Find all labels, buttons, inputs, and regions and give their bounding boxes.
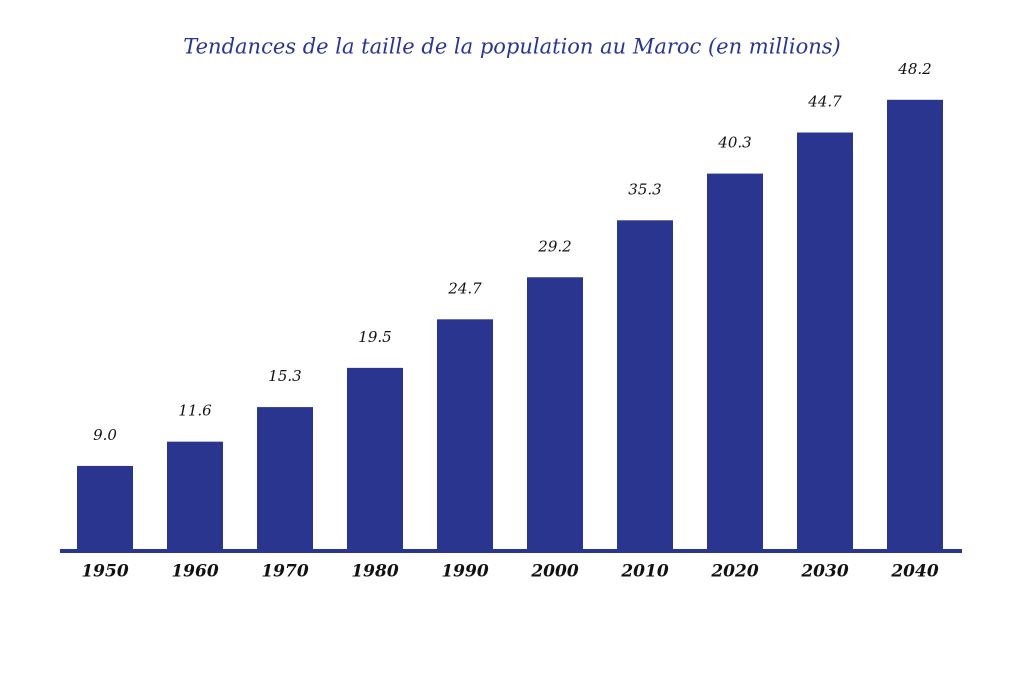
bar (527, 277, 583, 550)
value-label: 48.2 (897, 60, 931, 78)
x-tick-label: 2030 (800, 562, 848, 582)
x-tick-label: 2040 (890, 562, 938, 582)
value-label: 29.2 (537, 237, 571, 255)
x-tick-label: 1970 (261, 562, 308, 582)
bar (437, 319, 493, 550)
x-tick-label: 1980 (351, 562, 398, 582)
value-label: 24.7 (447, 279, 482, 297)
value-label: 11.6 (178, 402, 212, 420)
value-label: 40.3 (717, 134, 751, 152)
value-label: 35.3 (628, 180, 661, 198)
bar (617, 220, 673, 550)
value-label: 19.5 (358, 328, 391, 346)
bar (797, 132, 853, 550)
x-tick-label: 1960 (171, 562, 218, 582)
bar (257, 407, 313, 550)
x-tick-label: 1950 (81, 562, 128, 582)
bar (347, 367, 403, 550)
bar (887, 99, 943, 550)
value-label: 15.3 (268, 367, 301, 385)
x-tick-label: 2000 (530, 562, 578, 582)
value-label: 9.0 (93, 426, 117, 444)
bar (77, 465, 133, 550)
x-tick-label: 2020 (710, 562, 758, 582)
x-tick-label: 1990 (441, 562, 488, 582)
bar (167, 441, 223, 550)
value-label: 44.7 (807, 93, 842, 111)
bar (707, 173, 763, 550)
x-tick-label: 2010 (620, 562, 668, 582)
chart-title: Tendances de la taille de la population … (183, 35, 840, 59)
